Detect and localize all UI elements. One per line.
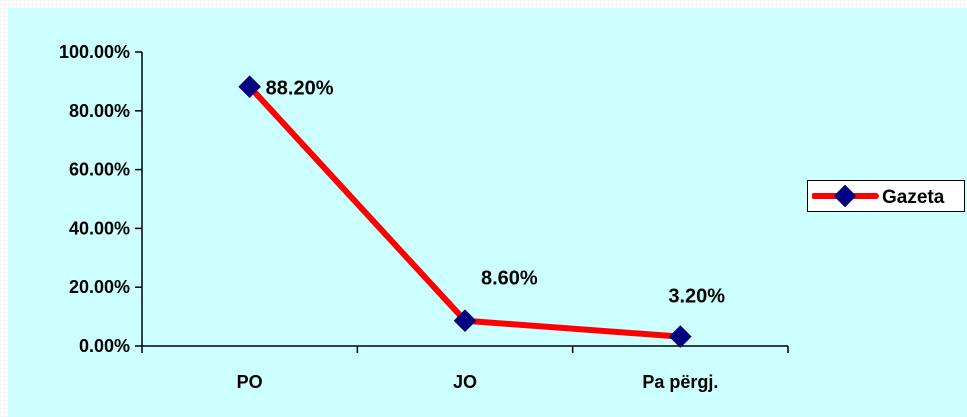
series-line-gazeta: [246, 83, 684, 340]
data-point-marker: [669, 325, 692, 348]
y-tick-label: 40.00%: [69, 218, 130, 238]
legend: Gazeta: [807, 180, 965, 212]
x-category-label: JO: [453, 372, 477, 392]
data-value-label: 8.60%: [481, 268, 538, 290]
legend-key-icon: [812, 185, 879, 207]
data-value-label: 3.20%: [668, 286, 725, 308]
y-tick-label: 100.00%: [59, 42, 130, 62]
y-tick-label: 20.00%: [69, 277, 130, 297]
x-category-label: PO: [237, 372, 263, 392]
y-tick-label: 0.00%: [79, 336, 130, 356]
y-tick-label: 80.00%: [69, 101, 130, 121]
chart-panel: [8, 8, 967, 417]
data-point-marker: [453, 309, 477, 333]
x-category-label: Pa përgj.: [642, 372, 718, 392]
data-point-marker: [238, 75, 261, 99]
legend-label-gazeta: Gazeta: [882, 187, 945, 208]
data-value-label: 88.20%: [266, 78, 334, 100]
y-tick-label: 60.00%: [69, 160, 130, 180]
